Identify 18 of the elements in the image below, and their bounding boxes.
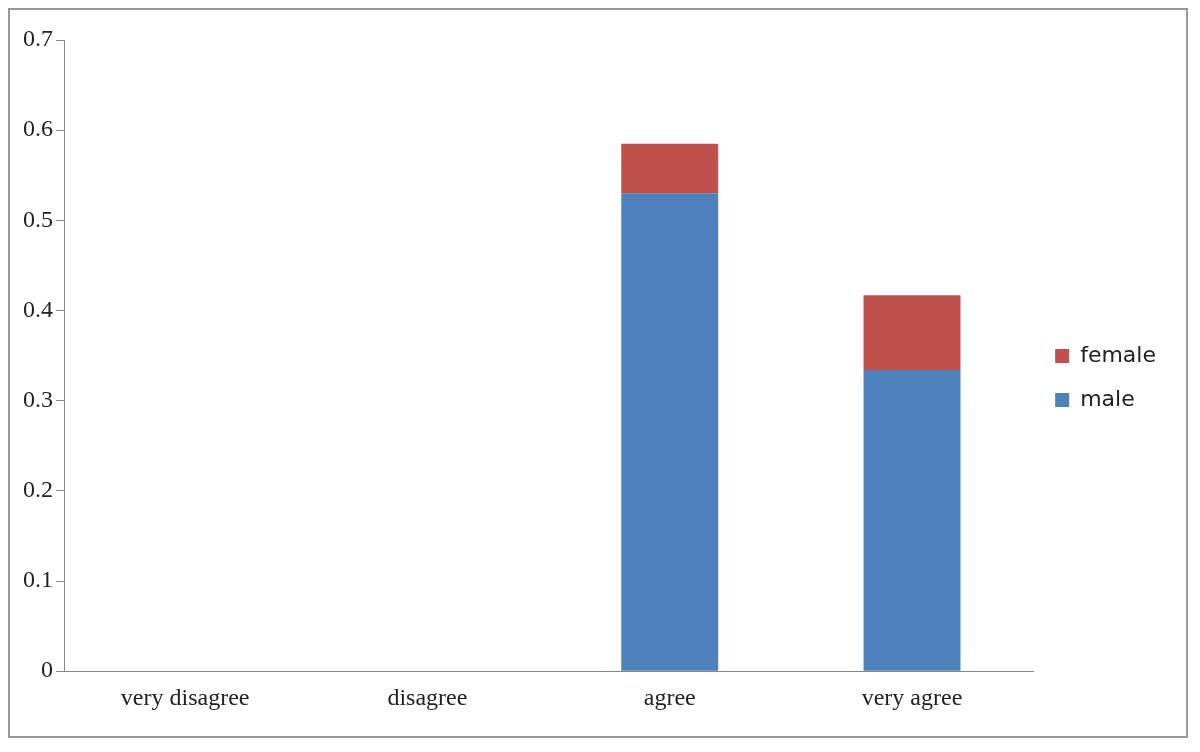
bar [621,193,719,671]
x-tick-label: very disagree [120,683,250,710]
bar [863,370,961,671]
y-tick-label: 0.5 [23,205,53,232]
y-tick-label: 0.2 [23,476,53,503]
y-tick-label: 0.7 [23,25,53,52]
x-tick-label: very agree [861,683,963,710]
y-tick-label: 0.3 [23,385,53,412]
y-tick-label: 0.4 [23,295,53,322]
x-tick-label: disagree [387,683,468,710]
y-tick-label: 0.6 [23,115,53,142]
y-tick-label: 0.1 [23,566,53,593]
x-tick-label: agree [643,683,696,710]
legend-label: male [1080,385,1135,411]
legend-label: female [1080,341,1156,367]
bar [621,143,719,194]
bar [863,295,961,371]
y-tick-label: 0 [41,656,53,683]
